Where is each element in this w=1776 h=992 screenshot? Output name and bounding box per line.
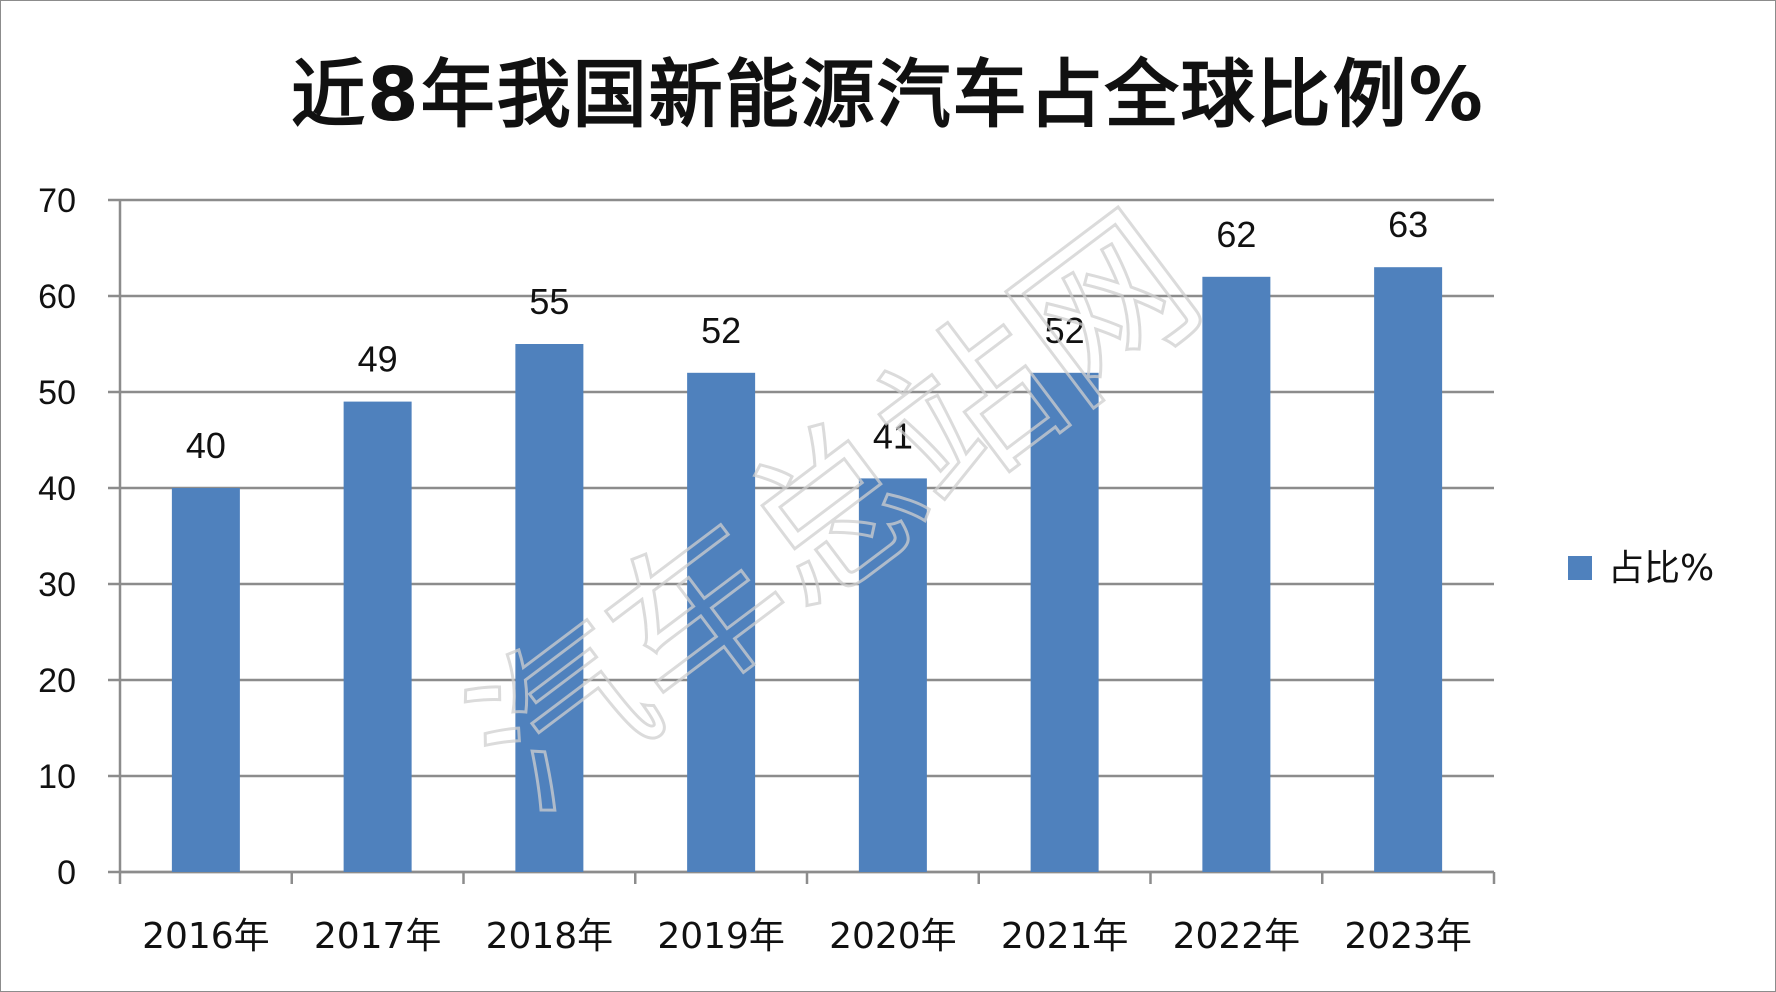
x-tick-label: 2017年 xyxy=(314,916,442,957)
bar xyxy=(515,344,584,872)
bar xyxy=(171,488,240,872)
x-tick-label: 2022年 xyxy=(1173,916,1301,957)
data-label: 52 xyxy=(701,310,741,351)
bar xyxy=(343,401,412,872)
data-label: 63 xyxy=(1388,204,1428,245)
y-tick-label: 50 xyxy=(38,374,76,412)
x-tick-label: 2021年 xyxy=(1001,916,1129,957)
y-tick-label: 70 xyxy=(38,182,76,220)
y-tick-label: 60 xyxy=(38,278,76,316)
data-label: 52 xyxy=(1045,310,1085,351)
legend-label: 占比% xyxy=(1608,548,1714,589)
x-tick-label: 2020年 xyxy=(829,916,957,957)
bar xyxy=(1374,267,1443,872)
bar xyxy=(1202,276,1271,872)
data-label: 62 xyxy=(1216,214,1256,255)
bar xyxy=(1030,372,1099,872)
bar xyxy=(858,478,927,872)
data-label: 49 xyxy=(358,339,398,380)
bar xyxy=(687,372,756,872)
y-tick-label: 10 xyxy=(38,758,76,796)
y-tick-label: 30 xyxy=(38,566,76,604)
x-tick-label: 2016年 xyxy=(142,916,270,957)
y-tick-label: 40 xyxy=(38,470,76,508)
legend: 占比% xyxy=(1568,548,1714,589)
y-tick-label: 20 xyxy=(38,662,76,700)
data-labels: 40 49 55 52 41 52 62 63 xyxy=(186,204,1428,466)
x-tick-label: 2023年 xyxy=(1344,916,1472,957)
data-label: 40 xyxy=(186,425,226,466)
x-tick-label: 2018年 xyxy=(486,916,614,957)
legend-swatch xyxy=(1568,556,1592,580)
data-label: 55 xyxy=(529,281,569,322)
axes: 0 10 20 30 40 50 60 70 2016年 2017年 2018年 2019年 2020年… xyxy=(38,182,1496,957)
x-tick-label: 2019年 xyxy=(657,916,785,957)
chart-title: 近8年我国新能源汽车占全球比例% xyxy=(291,52,1485,138)
y-tick-label: 0 xyxy=(57,854,76,892)
bars xyxy=(171,267,1443,872)
data-label: 41 xyxy=(873,415,913,456)
